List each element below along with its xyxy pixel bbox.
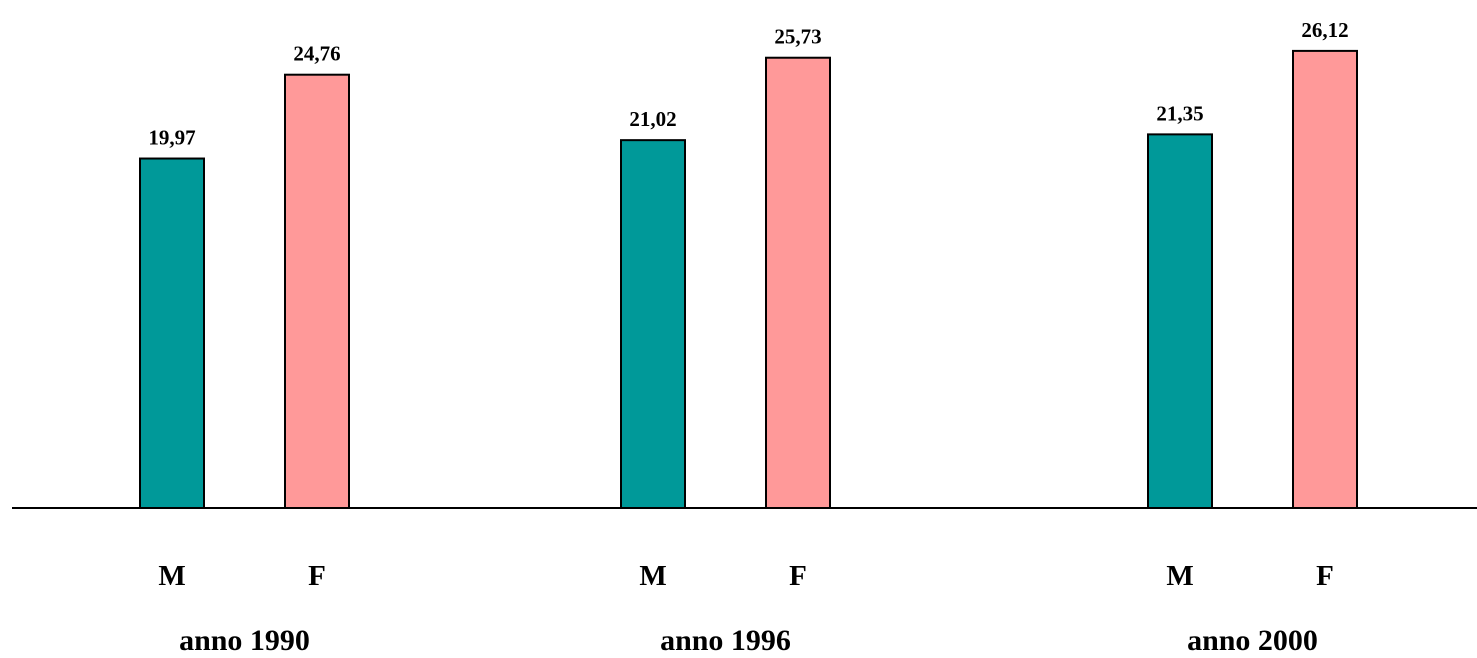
category-label: anno 1990 xyxy=(179,624,310,657)
data-label: 26,12 xyxy=(1301,18,1348,42)
data-label: 19,97 xyxy=(148,126,195,150)
bar-f-1 xyxy=(284,73,350,509)
series-label-m: M xyxy=(1166,560,1193,592)
series-label-f: F xyxy=(1316,560,1334,592)
data-label: 21,02 xyxy=(629,107,676,131)
bars-layer xyxy=(139,49,1358,510)
series-label-f: F xyxy=(789,560,807,592)
category-label: anno 2000 xyxy=(1187,624,1318,657)
bar-f-3 xyxy=(1292,49,1358,510)
data-label: 21,35 xyxy=(1156,101,1203,125)
bar-m-3 xyxy=(1147,133,1213,509)
series-label-f: F xyxy=(308,560,326,592)
data-label: 25,73 xyxy=(774,25,821,49)
bar-f-2 xyxy=(765,56,831,509)
series-label-m: M xyxy=(639,560,666,592)
category-label: anno 1996 xyxy=(660,624,791,657)
series-label-m: M xyxy=(158,560,185,592)
bar-m-1 xyxy=(139,157,205,509)
data-label: 24,76 xyxy=(293,42,340,66)
bar-m-2 xyxy=(620,139,686,509)
